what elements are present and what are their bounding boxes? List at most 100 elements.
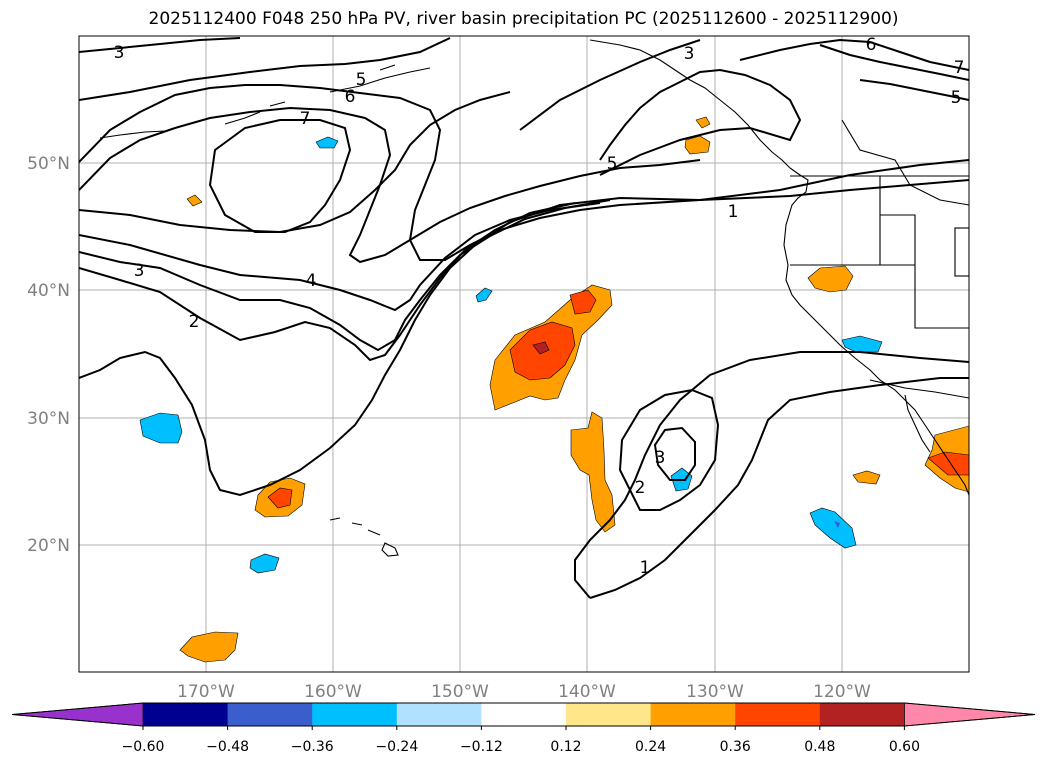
colorbar-tick-label: 0.36 bbox=[720, 739, 751, 755]
contour-label: 5 bbox=[607, 154, 618, 174]
contour-label: 6 bbox=[345, 87, 356, 107]
contour-label: 5 bbox=[356, 70, 367, 90]
pv-contour-2-south bbox=[79, 202, 576, 362]
colorbar-tick-label: 0.24 bbox=[635, 739, 666, 755]
pv-contour-5-top bbox=[79, 37, 451, 101]
lat-tick-label: 20°N bbox=[27, 536, 70, 556]
colorbar-tick-label: −0.12 bbox=[460, 739, 503, 755]
pv-contour-2 bbox=[79, 179, 969, 497]
colorbar-segment bbox=[227, 703, 313, 726]
colorbar bbox=[11, 702, 1036, 727]
colorbar-segment bbox=[819, 703, 905, 726]
contour-label: 2 bbox=[635, 478, 646, 498]
pv-contour-ne-3 bbox=[519, 39, 701, 131]
contour-label: 3 bbox=[134, 261, 145, 281]
border-box bbox=[954, 227, 969, 277]
map-title: 2025112400 F048 250 hPa PV, river basin … bbox=[148, 9, 899, 29]
pv-contour-1 bbox=[574, 351, 969, 599]
coastline-alaska-panhandle bbox=[589, 39, 791, 169]
pv-contour-ne-56 bbox=[739, 38, 969, 71]
pv-contour-ne-5b bbox=[859, 79, 969, 101]
pv-contour-ne-7 bbox=[819, 44, 969, 81]
precip-area-orange bbox=[570, 411, 616, 533]
colorbar-segment bbox=[312, 703, 398, 726]
map-border bbox=[78, 35, 970, 673]
coastlines bbox=[99, 39, 969, 557]
lon-tick-label: 140°W bbox=[558, 682, 616, 702]
lon-tick-label: 130°W bbox=[686, 682, 744, 702]
pv-contour-6 bbox=[79, 106, 701, 264]
graticule bbox=[79, 36, 969, 672]
pv-contour-2-low bbox=[618, 388, 720, 511]
lon-tick-label: 170°W bbox=[177, 682, 235, 702]
precip-area-blue bbox=[139, 412, 183, 444]
pv-contour-1b bbox=[589, 377, 969, 599]
colorbar-tick-label: −0.24 bbox=[375, 739, 418, 755]
colorbar-labels: −0.60 −0.48 −0.36 −0.24 −0.12 0.12 0.24 0.36 0.4… bbox=[122, 726, 920, 755]
contour-label: 7 bbox=[954, 58, 965, 78]
pv-contour-3-low bbox=[653, 426, 696, 481]
lat-ticks: 50°N 40°N 30°N 20°N bbox=[27, 154, 70, 556]
precip-area-orange bbox=[186, 194, 203, 207]
contour-label: 6 bbox=[866, 35, 877, 55]
border-states bbox=[790, 119, 969, 329]
precip-area-orange bbox=[179, 631, 239, 663]
precip-area-darkred bbox=[532, 341, 550, 355]
precip-area-orange bbox=[695, 116, 711, 129]
precip-area-blue bbox=[315, 136, 339, 149]
precip-shading bbox=[139, 116, 969, 663]
colorbar-segment bbox=[650, 703, 736, 726]
lon-tick-label: 160°W bbox=[304, 682, 362, 702]
colorbar-tick-label: −0.60 bbox=[122, 739, 165, 755]
lon-ticks: 170°W 160°W 150°W 140°W 130°W 120°W bbox=[177, 682, 871, 702]
precip-area-orange bbox=[807, 265, 854, 293]
contour-label: 3 bbox=[655, 448, 666, 468]
contour-label: 3 bbox=[114, 43, 125, 63]
coastline-north-america bbox=[783, 167, 969, 496]
precip-area-red bbox=[569, 289, 597, 315]
precip-area-blue bbox=[841, 335, 883, 353]
coastline-baja bbox=[904, 394, 931, 453]
colorbar-segment bbox=[735, 703, 821, 726]
contour-label: 4 bbox=[306, 271, 317, 291]
colorbar-tick-label: −0.48 bbox=[206, 739, 249, 755]
contour-label: 3 bbox=[684, 44, 695, 64]
precip-area-orange bbox=[852, 470, 881, 485]
contour-label: 7 bbox=[300, 109, 311, 129]
pv-contour-4b bbox=[79, 91, 511, 234]
lat-tick-label: 40°N bbox=[27, 281, 70, 301]
precip-area-blue bbox=[249, 553, 280, 574]
colorbar-tick-label: 0.48 bbox=[804, 739, 835, 755]
colorbar-segment bbox=[481, 703, 567, 726]
pv-contour-7 bbox=[208, 119, 352, 233]
lat-tick-label: 30°N bbox=[27, 409, 70, 429]
precip-area-darkblue bbox=[834, 521, 840, 528]
pv-contour-5 bbox=[79, 84, 969, 261]
colorbar-extend-max bbox=[904, 702, 1036, 727]
lon-tick-label: 120°W bbox=[813, 682, 871, 702]
contour-label: 5 bbox=[951, 88, 962, 108]
lat-tick-label: 50°N bbox=[27, 154, 70, 174]
colorbar-segment bbox=[566, 703, 652, 726]
precip-area-blue bbox=[809, 507, 857, 549]
precip-area-red bbox=[927, 451, 969, 476]
hawaii-islands bbox=[329, 517, 399, 557]
contour-label: 2 bbox=[189, 312, 200, 332]
pv-contour-4 bbox=[79, 202, 601, 312]
colorbar-tick-label: −0.36 bbox=[291, 739, 334, 755]
precip-area-red bbox=[267, 487, 293, 509]
colorbar-segment bbox=[396, 703, 482, 726]
colorbar-extend-min bbox=[11, 702, 144, 727]
colorbar-tick-label: 0.12 bbox=[550, 739, 581, 755]
pv-contour-3-top bbox=[79, 37, 241, 53]
pv-contours bbox=[79, 37, 969, 599]
pv-contour-ne-5 bbox=[599, 68, 802, 176]
colorbar-tick-label: 0.60 bbox=[889, 739, 920, 755]
contour-label: 1 bbox=[728, 202, 739, 222]
coastline-ak-islands bbox=[99, 64, 431, 139]
lon-tick-label: 150°W bbox=[431, 682, 489, 702]
contour-label: 1 bbox=[640, 558, 651, 578]
contour-labels: 3 5 6 7 3 6 7 5 5 1 4 3 2 3 2 1 bbox=[114, 35, 965, 578]
precip-area-blue bbox=[475, 287, 493, 303]
